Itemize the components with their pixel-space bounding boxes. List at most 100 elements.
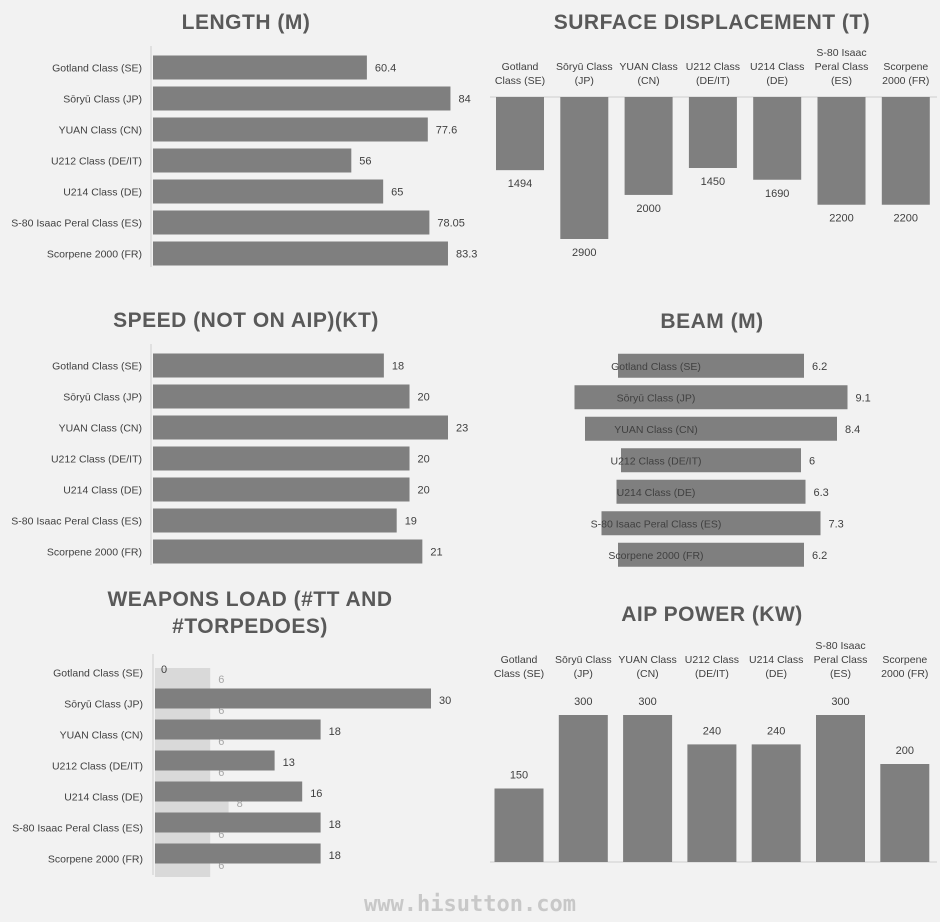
beam-bar <box>574 385 848 410</box>
length-value-label: 77.6 <box>436 125 457 137</box>
length-value-label: 56 <box>359 156 371 168</box>
displacement-bar <box>688 97 737 168</box>
beam-bar <box>601 511 821 536</box>
speed-category-label: Gotland Class (SE) <box>52 361 142 373</box>
displacement-title: SURFACE DISPLACEMENT (T) <box>554 11 871 34</box>
aip-value-label: 240 <box>703 725 721 737</box>
weapons-bar <box>155 750 275 771</box>
displacement-category-label: Sōryū Class (JP) <box>556 61 613 87</box>
beam-value-label: 7.3 <box>829 518 844 530</box>
weapons-category-label: S-80 Isaac Peral Class (ES) <box>12 823 143 835</box>
speed-bar <box>153 539 423 564</box>
speed-value-label: 21 <box>430 547 442 559</box>
aip-value-label: 300 <box>574 696 592 708</box>
weapons-bar <box>155 843 321 864</box>
beam-value-label: 6 <box>809 455 815 467</box>
speed-value-label: 23 <box>456 423 468 435</box>
displacement-bar <box>817 97 866 205</box>
weapons-value-label: 18 <box>329 819 341 831</box>
beam-category-label: U212 Class (DE/IT) <box>610 455 701 467</box>
weapons-category-label: Scorpene 2000 (FR) <box>48 854 143 866</box>
length-category-label: S-80 Isaac Peral Class (ES) <box>11 218 142 230</box>
beam-bar <box>618 353 804 378</box>
speed-value-label: 19 <box>405 516 417 528</box>
length-value-label: 60.4 <box>375 63 396 75</box>
beam-value-label: 6.3 <box>814 487 829 499</box>
weapons-bar <box>155 812 321 833</box>
beam-value-label: 6.2 <box>812 550 827 562</box>
length-bar <box>153 86 451 111</box>
aip-bar <box>687 744 737 862</box>
speed-value-label: 20 <box>418 392 430 404</box>
weapons-category-label: Gotland Class (SE) <box>53 668 143 680</box>
aip-category-label: Scorpene 2000 (FR) <box>881 654 928 680</box>
weapons-title: WEAPONS LOAD (#TT AND #TORPEDOES) <box>107 588 392 638</box>
speed-title: SPEED (NOT ON AIP)(KT) <box>113 309 379 332</box>
displacement-bar <box>624 97 673 195</box>
speed-bar <box>153 446 410 471</box>
beam-bar <box>616 479 806 504</box>
weapons-category-label: YUAN Class (CN) <box>60 730 143 742</box>
speed-value-label: 20 <box>418 454 430 466</box>
weapons-value-label-light: 6 <box>218 829 224 841</box>
beam-value-label: 9.1 <box>856 392 871 404</box>
speed-category-label: YUAN Class (CN) <box>59 423 142 435</box>
speed-category-label: Scorpene 2000 (FR) <box>47 547 142 559</box>
displacement-value-label: 2200 <box>829 213 853 225</box>
speed-category-label: U212 Class (DE/IT) <box>51 454 142 466</box>
displacement-category-label: Scorpene 2000 (FR) <box>882 61 929 87</box>
length-category-label: Sōryū Class (JP) <box>63 94 142 106</box>
weapons-bar <box>155 719 321 740</box>
displacement-value-label: 2000 <box>636 203 660 215</box>
weapons-value-label-light: 8 <box>237 798 243 810</box>
length-value-label: 65 <box>391 187 403 199</box>
speed-bar <box>153 508 397 533</box>
displacement-bar <box>881 97 930 205</box>
aip-bar <box>880 764 930 862</box>
aip-bar <box>494 788 544 862</box>
weapons-category-label: U212 Class (DE/IT) <box>52 761 143 773</box>
aip-value-label: 200 <box>896 745 914 757</box>
weapons-category-label: Sōryū Class (JP) <box>64 699 143 711</box>
length-category-label: YUAN Class (CN) <box>59 125 142 137</box>
weapons-bar-light <box>155 668 211 691</box>
length-bar <box>153 148 352 173</box>
length-bar <box>153 241 448 266</box>
aip-bar <box>558 715 608 862</box>
aip-bar <box>816 715 865 862</box>
beam-value-label: 8.4 <box>845 424 860 436</box>
length-category-label: U212 Class (DE/IT) <box>51 156 142 168</box>
displacement-value-label: 1690 <box>765 188 789 200</box>
weapons-value-label-light: 6 <box>218 736 224 748</box>
length-bar <box>153 117 428 142</box>
aip-value-label: 240 <box>767 725 785 737</box>
displacement-bar <box>496 97 544 171</box>
length-title: LENGTH (M) <box>182 11 311 34</box>
beam-title: BEAM (M) <box>660 310 763 333</box>
aip-value-label: 300 <box>638 696 656 708</box>
beam-category-label: S-80 Isaac Peral Class (ES) <box>591 518 722 530</box>
length-bar <box>153 210 430 235</box>
speed-value-label: 20 <box>418 485 430 497</box>
length-bar <box>153 179 384 204</box>
length-category-label: Scorpene 2000 (FR) <box>47 249 142 261</box>
beam-bar <box>585 416 837 441</box>
weapons-value-label-light: 6 <box>218 767 224 779</box>
weapons-category-label: U214 Class (DE) <box>64 792 143 804</box>
length-value-label: 84 <box>458 94 470 106</box>
beam-bar <box>618 542 804 567</box>
weapons-value-label: 13 <box>283 757 295 769</box>
displacement-category-label: U214 Class (DE) <box>750 61 804 87</box>
aip-category-label: Sōryū Class (JP) <box>555 654 612 680</box>
aip-bar <box>751 744 801 862</box>
speed-bar <box>153 353 384 378</box>
displacement-category-label: YUAN Class (CN) <box>619 61 677 87</box>
length-value-label: 83.3 <box>456 249 477 261</box>
weapons-value-label-light: 6 <box>218 705 224 717</box>
speed-bar <box>153 384 410 409</box>
beam-category-label: U214 Class (DE) <box>617 487 696 499</box>
beam-category-label: Scorpene 2000 (FR) <box>608 550 703 562</box>
displacement-bar <box>753 97 802 180</box>
aip-value-label: 150 <box>510 770 528 782</box>
